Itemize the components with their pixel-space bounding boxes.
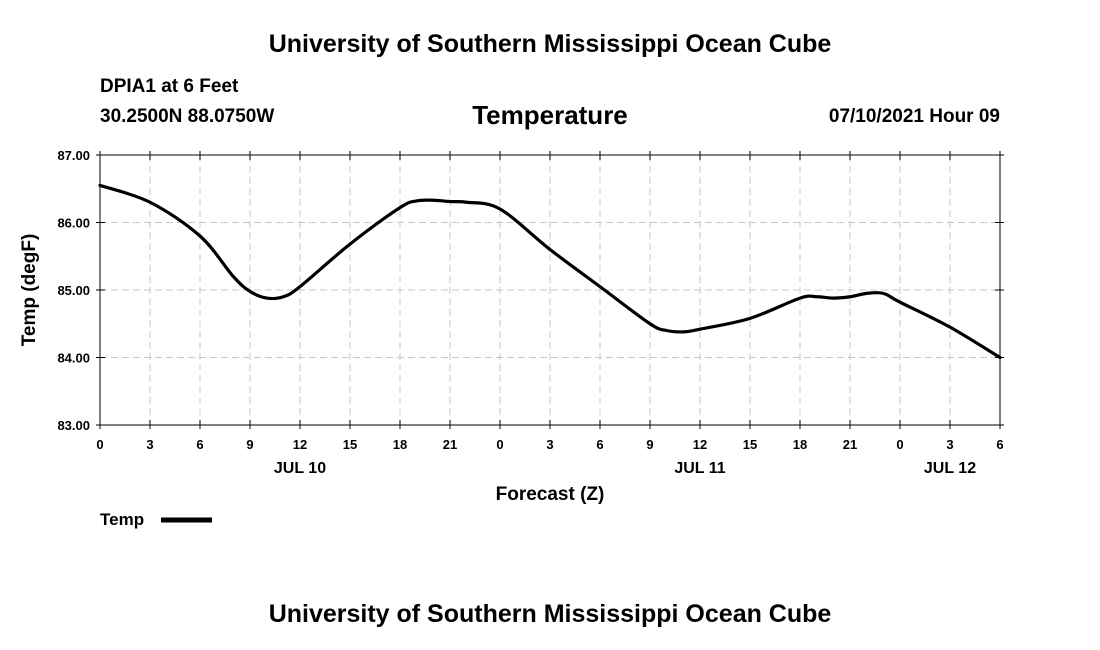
x-tick-label: 6: [996, 437, 1003, 452]
date-label: JUL 10: [274, 460, 326, 477]
x-tick-label: 15: [343, 437, 357, 452]
x-tick-label: 0: [496, 437, 503, 452]
x-tick-label: 3: [146, 437, 153, 452]
x-tick-label: 9: [246, 437, 253, 452]
x-tick-label: 12: [293, 437, 307, 452]
page-title-top: University of Southern Mississippi Ocean…: [268, 30, 832, 58]
x-tick-label: 18: [393, 437, 407, 452]
y-tick-label: 86.00: [57, 216, 90, 231]
date-label: JUL 12: [924, 460, 976, 477]
datetime-label: 07/10/2021 Hour 09: [828, 106, 1000, 127]
chart-grid: [100, 155, 1000, 425]
date-label: JUL 11: [674, 460, 725, 477]
coordinates-label: 30.2500N 88.0750W: [100, 106, 275, 127]
x-tick-label: 18: [793, 437, 807, 452]
x-tick-labels: 0 3 6 9 12 15 18 21 0 3 6 9 12 15 18 21 0 3 6: [96, 437, 1003, 452]
y-tick-labels: 83.00 84.00 85.00 86.00 87.00: [57, 148, 90, 433]
plot-frame: [99, 154, 1001, 426]
x-tick-label: 0: [896, 437, 903, 452]
y-tick-label: 84.00: [57, 351, 90, 366]
date-labels: JUL 10 JUL 11 JUL 12: [274, 460, 976, 477]
y-axis-label: Temp (degF): [19, 234, 40, 347]
x-tick-label: 12: [693, 437, 707, 452]
x-tick-label: 3: [946, 437, 953, 452]
x-tick-label: 21: [443, 437, 457, 452]
chart-title: Temperature: [472, 100, 628, 130]
x-tick-label: 21: [843, 437, 857, 452]
x-tick-label: 15: [743, 437, 757, 452]
temp-series-line: [98, 183, 1002, 360]
page-title-bottom: University of Southern Mississippi Ocean…: [268, 600, 832, 628]
y-tick-label: 87.00: [57, 148, 90, 163]
x-tick-label: 6: [196, 437, 203, 452]
legend-label: Temp: [100, 510, 144, 529]
x-axis-label: Forecast (Z): [496, 484, 605, 505]
x-tick-label: 6: [596, 437, 603, 452]
x-tick-label: 0: [96, 437, 103, 452]
y-tick-label: 83.00: [57, 418, 90, 433]
x-tick-label: 3: [546, 437, 553, 452]
station-label: DPIA1 at 6 Feet: [100, 76, 239, 97]
x-tick-label: 9: [646, 437, 653, 452]
y-tick-label: 85.00: [57, 283, 90, 298]
